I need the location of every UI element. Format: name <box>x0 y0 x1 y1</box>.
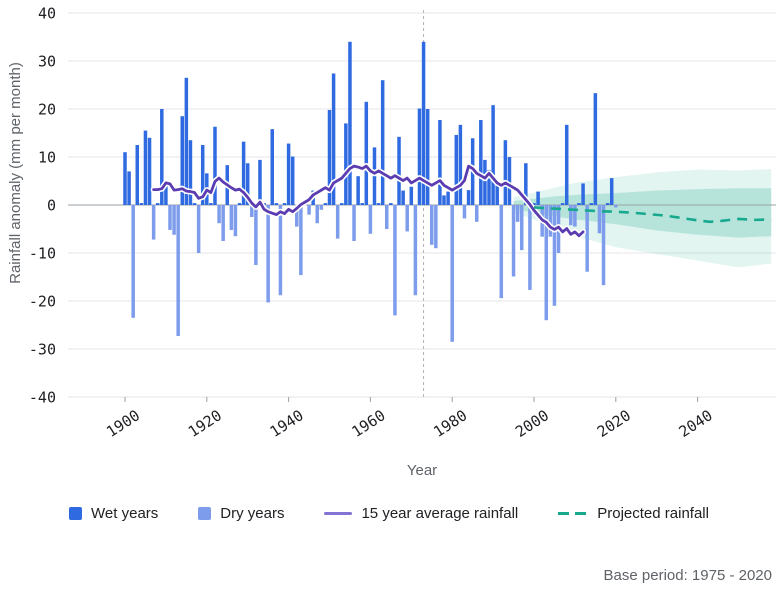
svg-text:-10: -10 <box>29 245 56 263</box>
svg-text:2040: 2040 <box>676 406 716 441</box>
wet-years-swatch-icon <box>69 507 83 520</box>
svg-text:1980: 1980 <box>430 406 470 441</box>
svg-text:-20: -20 <box>29 293 56 311</box>
average-line-swatch-icon <box>324 511 353 516</box>
rainfall-anomaly-chart: 40 30 20 10 0 -10 -20 -30 -40 1900 1920 1940 1960 198… <box>29 5 776 441</box>
svg-text:0: 0 <box>47 197 56 215</box>
legend-label-dry-years: Dry years <box>220 505 285 522</box>
legend-item-projected-rainfall[interactable]: Projected rainfall <box>558 505 709 522</box>
legend-label-wet-years: Wet years <box>91 505 159 522</box>
legend-item-dry-years[interactable]: Dry years <box>198 505 284 522</box>
projected-line-swatch-icon <box>558 511 589 516</box>
legend-label-average-rainfall: 15 year average rainfall <box>361 505 519 522</box>
legend-item-wet-years[interactable]: Wet years <box>69 505 158 522</box>
svg-text:1960: 1960 <box>348 406 388 441</box>
svg-text:30: 30 <box>38 53 56 71</box>
svg-text:-30: -30 <box>29 341 56 359</box>
legend-item-average-rainfall[interactable]: 15 year average rainfall <box>324 505 518 522</box>
svg-text:1900: 1900 <box>103 406 143 441</box>
legend-label-projected-rainfall: Projected rainfall <box>597 505 709 522</box>
svg-text:20: 20 <box>38 101 56 119</box>
svg-text:10: 10 <box>38 149 56 167</box>
svg-text:1920: 1920 <box>185 406 225 441</box>
svg-text:2020: 2020 <box>594 406 634 441</box>
svg-text:-40: -40 <box>29 389 56 407</box>
x-axis-title: Year <box>406 462 438 479</box>
base-period-note: Base period: 1975 - 2020 <box>603 567 772 584</box>
svg-text:2000: 2000 <box>512 406 552 441</box>
dry-years-swatch-icon <box>198 507 212 520</box>
svg-text:40: 40 <box>38 5 56 23</box>
svg-text:1940: 1940 <box>267 406 307 441</box>
chart-legend: Wet years Dry years 15 year average rain… <box>0 505 778 522</box>
